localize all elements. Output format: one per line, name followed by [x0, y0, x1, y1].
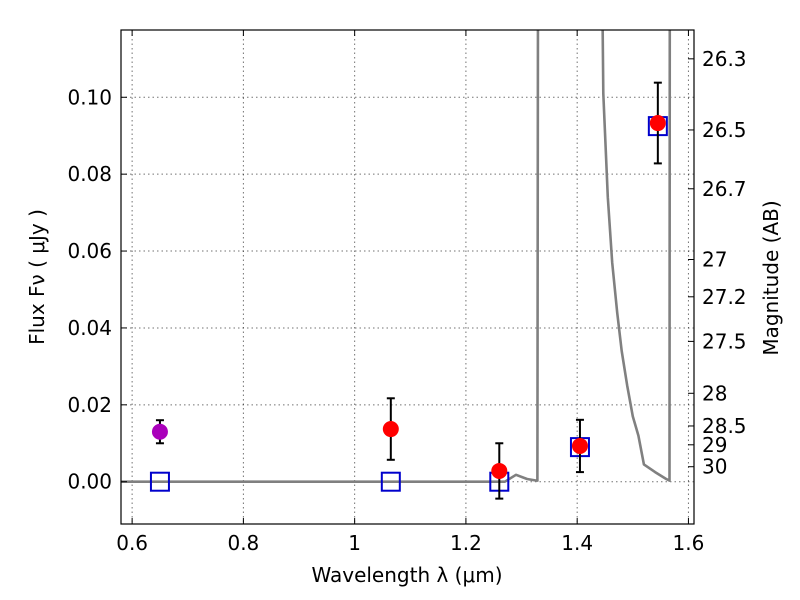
- y-axis-label: Flux Fν ( μJy ): [25, 209, 49, 345]
- x-tick-label: 1.6: [673, 531, 705, 555]
- x-axis-label: Wavelength λ (μm): [311, 563, 502, 587]
- y-tick-label: 0.00: [67, 470, 112, 494]
- axes-frame: [120, 29, 695, 525]
- x-tick-label: 1: [348, 531, 361, 555]
- right-tick-label: 27.5: [702, 329, 747, 353]
- y-tick-label: 0.08: [67, 162, 112, 186]
- x-tick-label: 1.2: [450, 531, 482, 555]
- y-tick-label: 0.06: [67, 239, 112, 263]
- right-tick-label: 27.2: [702, 285, 747, 309]
- model-spectrum-line: [121, 30, 672, 484]
- right-tick-label: 29: [702, 433, 727, 457]
- model-photometry-square: [380, 471, 401, 492]
- x-tick-label: 1.4: [561, 531, 593, 555]
- y-tick-label: 0.02: [67, 393, 112, 417]
- y-tick-label: 0.10: [67, 85, 112, 109]
- right-tick-label: 28: [702, 381, 727, 405]
- right-tick-label: 28.5: [702, 414, 747, 438]
- axis-ticks: 0.6 0.8 1 1.2 1.4 1.6 0.00 0.02 0.04 0.06 0.08 0.10…: [67, 30, 747, 555]
- right-tick-label: 30: [702, 455, 727, 479]
- y-tick-label: 0.04: [67, 316, 112, 340]
- right-tick-label: 26.7: [702, 177, 747, 201]
- grid: [121, 30, 694, 524]
- data-point: [491, 462, 508, 479]
- data-point: [382, 421, 399, 438]
- data-point: [571, 437, 588, 454]
- plot-area: [121, 30, 672, 500]
- y-axis-right-label: Magnitude (AB): [759, 200, 783, 355]
- x-tick-label: 0.6: [116, 531, 148, 555]
- plot-clip-group: [121, 30, 672, 484]
- right-tick-label: 26.3: [702, 47, 747, 71]
- data-point: [151, 423, 168, 440]
- right-tick-label: 27: [702, 248, 727, 272]
- data-point: [649, 115, 666, 132]
- model-photometry-square: [149, 471, 170, 492]
- x-tick-label: 0.8: [227, 531, 259, 555]
- right-tick-label: 26.5: [702, 118, 747, 142]
